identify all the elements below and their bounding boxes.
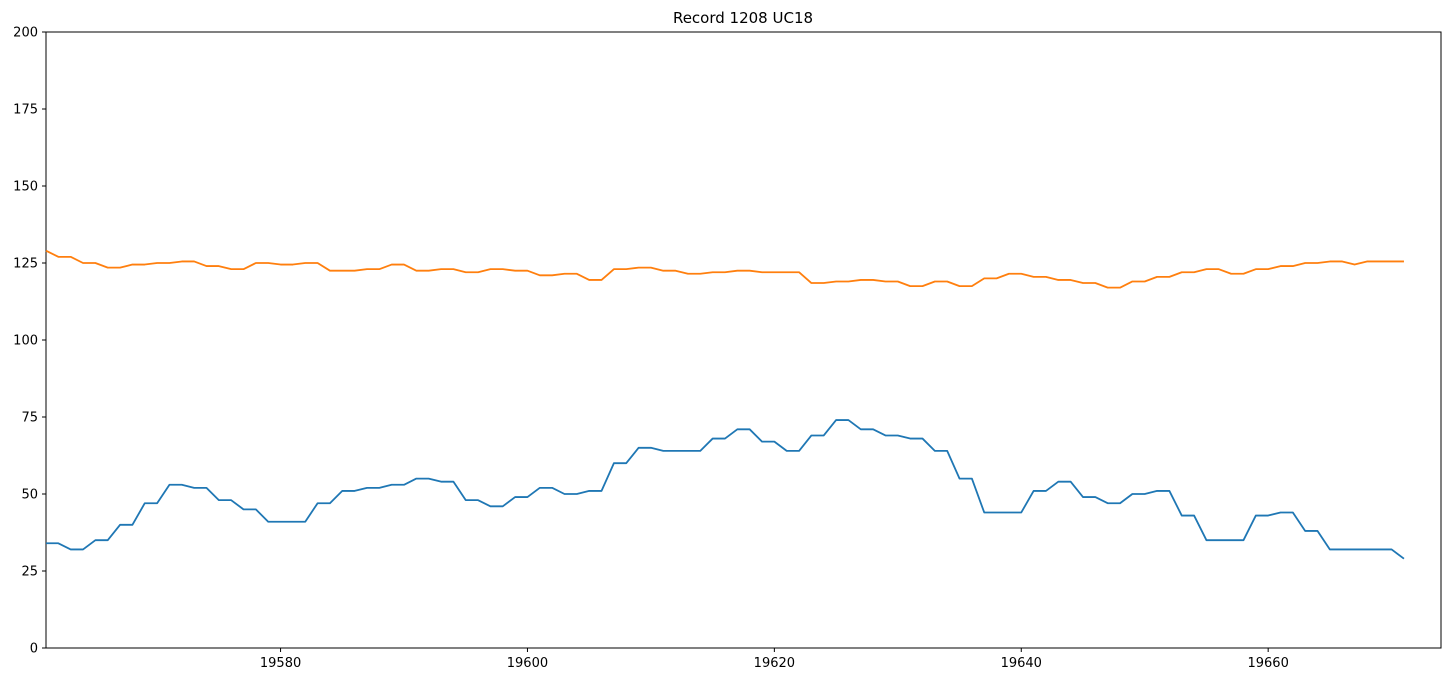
- y-axis: 0 25 50 75 100 125 150 175 200: [13, 26, 46, 657]
- y-tick-label: 175: [13, 103, 38, 118]
- chart-title: Record 1208 UC18: [673, 9, 813, 27]
- y-tick-label: 0: [30, 642, 38, 657]
- x-tick-label: 19580: [260, 656, 301, 671]
- y-tick-label: 200: [13, 26, 38, 41]
- series-line-1: [46, 419, 1405, 560]
- y-tick-label: 50: [21, 488, 38, 503]
- y-tick-label: 25: [21, 565, 38, 580]
- x-axis: 19580 19600 19620 19640 19660: [260, 648, 1289, 671]
- x-tick-label: 19620: [754, 656, 795, 671]
- x-tick-label: 19640: [1001, 656, 1042, 671]
- series-layer: [45, 249, 1405, 560]
- y-tick-label: 75: [21, 411, 38, 426]
- x-tick-label: 19660: [1247, 656, 1288, 671]
- y-tick-label: 100: [13, 334, 38, 349]
- series-line-2: [45, 249, 1404, 289]
- y-tick-label: 125: [13, 257, 38, 272]
- y-tick-label: 150: [13, 180, 38, 195]
- x-tick-label: 19600: [507, 656, 548, 671]
- plot-frame: [45, 31, 1442, 649]
